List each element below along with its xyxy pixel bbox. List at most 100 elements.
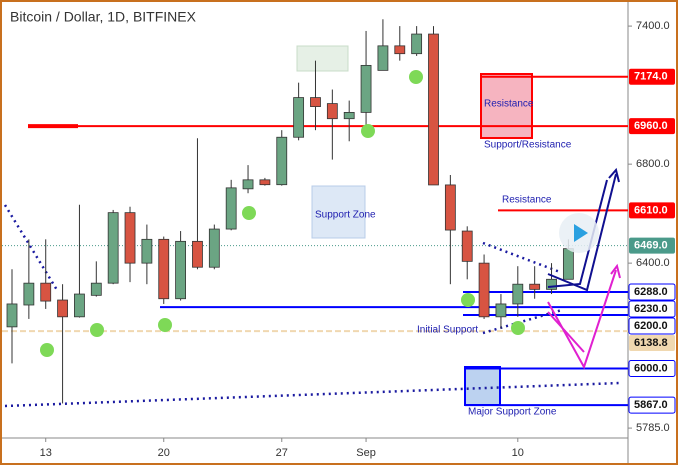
marker [158,318,172,332]
candle-body [529,283,541,290]
price-badge-label: 6610.0 [634,204,668,216]
price-badge-label: 7174.0 [634,71,668,83]
annotation: Support/Resistance [484,140,572,151]
price-badge [628,360,676,378]
y-tick-label: 6800.0 [636,158,670,170]
price-badge [629,118,675,135]
marker [40,343,54,357]
candle-body [512,283,524,305]
candle-body [326,103,338,120]
x-tick-label: 27 [276,447,288,459]
trend-line [3,204,59,291]
annotation: Resistance [502,195,552,206]
price-badge-label: 6288.0 [634,286,668,298]
arrow [547,311,585,353]
x-tick-label: 20 [158,447,170,459]
price-badge-label: 6000.0 [634,362,668,374]
y-tick-label: 6400.0 [636,257,670,269]
candle-body [377,45,389,71]
candle-body [158,238,170,300]
annotations: Resistance Support/Resistance Support Zone… [315,99,572,418]
axes: 7400.0 6800.0 6400.0 5785.0 13 20 27 Sep 10 7174.… [40,20,676,459]
resistance-box [480,73,533,139]
candle-body [208,228,220,268]
candle-body [562,248,574,280]
candle-body [192,240,203,268]
price-badge-label: 6138.8 [634,337,668,349]
candle-body [444,184,456,231]
marker [511,321,525,335]
marker [461,293,475,307]
price-badge-label: 6200.0 [634,320,668,332]
candle-body [411,33,423,55]
candle-body [259,179,271,186]
zone-box [296,45,349,72]
candle-body [107,212,119,284]
candle-body [23,282,35,306]
price-badge [629,202,675,219]
marker [361,124,375,138]
x-tick-label: 10 [512,447,524,459]
price-badge [628,283,676,301]
chart-title: Bitcoin / Dollar, 1D, BITFINEX [10,9,197,25]
candles [6,19,574,404]
price-badge [629,334,675,351]
price-badge [629,68,675,85]
candle-body [6,303,18,328]
trend-line [482,308,563,335]
candle-body [124,212,136,264]
x-tick-label: Sep [356,447,376,459]
candle-body [310,97,321,107]
annotation: Major Support Zone [468,407,557,418]
annotation: Initial Support [417,325,478,336]
y-tick-label: 5785.0 [636,422,670,434]
candle-body [57,299,68,318]
price-badge-label: 5867.0 [634,399,668,411]
candle-body [478,262,490,318]
arrows [547,167,621,370]
candle-body [90,282,102,296]
markers [40,70,525,357]
play-icon [574,224,588,242]
marker [409,70,423,84]
price-badge [629,237,675,254]
trend-lines [3,204,621,408]
major-support-box [464,366,501,406]
price-badge-label: 6960.0 [634,120,668,132]
candle-body [225,187,237,230]
arrow [547,179,608,288]
candle-body [141,238,153,264]
candle-body [343,111,355,120]
candle-body [394,45,406,55]
candle-body [461,230,473,262]
price-badge-label: 6230.0 [634,303,668,315]
candle-body [546,278,557,290]
candle-body [40,282,52,302]
trend-line [4,381,621,408]
arrow-head [610,263,621,279]
candle-body [293,97,305,138]
x-tick-label: 13 [40,447,52,459]
price-badge [628,317,676,335]
y-tick-label: 7400.0 [636,20,670,32]
support-zone-box [311,185,366,239]
annotation: Support Zone [315,210,376,221]
trend-line [482,241,561,274]
price-badge [628,300,676,318]
candle-body [495,303,507,318]
arrow [547,173,617,292]
marker [242,206,256,220]
marker [90,323,104,337]
candle-body [360,64,372,113]
price-badge-label: 6469.0 [634,240,668,252]
candle-body [74,293,85,318]
candle-body [175,240,187,300]
candle-body [242,179,254,190]
candle-body [428,33,439,186]
arrow-head [608,167,620,183]
candle-body [276,136,288,186]
arrow [547,269,617,370]
price-badge [628,396,676,414]
